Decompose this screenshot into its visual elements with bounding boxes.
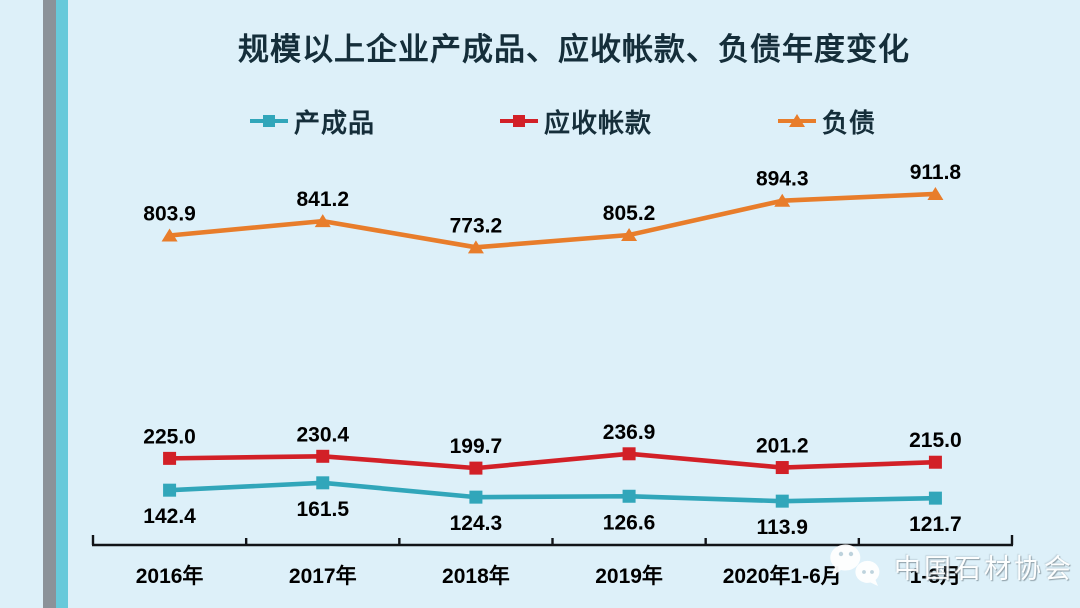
- legend-label: 负债: [822, 108, 877, 138]
- legend-marker-triangle-orange-icon: [778, 114, 816, 128]
- data-label: 841.2: [296, 188, 349, 211]
- data-point-marker: [928, 491, 942, 505]
- data-label: 199.7: [450, 435, 503, 458]
- data-point-marker: [163, 451, 177, 465]
- left-stripe-teal: [56, 0, 68, 608]
- data-label: 124.3: [450, 512, 503, 535]
- x-axis-label: 2020年1-6月: [723, 564, 842, 588]
- data-label: 201.2: [756, 435, 809, 458]
- data-point-marker: [775, 494, 789, 508]
- x-axis-label: 1-8月: [910, 565, 961, 588]
- x-axis-label: 2019年: [595, 564, 663, 588]
- legend-label: 应收帐款: [544, 108, 653, 138]
- data-point-marker: [621, 227, 638, 241]
- data-point-marker: [622, 447, 636, 461]
- legend-label: 产成品: [294, 108, 376, 138]
- data-point-marker: [928, 455, 942, 469]
- legend-item-finished-goods: 产成品: [250, 104, 375, 138]
- data-label: 803.9: [143, 202, 196, 225]
- chart-title: 规模以上企业产成品、应收帐款、负债年度变化: [238, 32, 910, 67]
- data-point-marker: [775, 461, 789, 475]
- x-axis-label: 2018年: [442, 564, 510, 588]
- legend-marker-square-red-icon: [500, 114, 538, 128]
- series-line-0: [169, 480, 936, 504]
- data-point-marker: [622, 489, 636, 503]
- data-label: 126.6: [603, 511, 656, 534]
- data-point-marker: [161, 228, 178, 242]
- data-label: 805.2: [603, 202, 656, 225]
- data-point-marker: [314, 214, 331, 228]
- data-label: 894.3: [756, 168, 809, 191]
- data-point-marker: [316, 449, 330, 463]
- series-line-1: [169, 451, 936, 471]
- data-point-marker: [163, 483, 177, 497]
- data-label: 215.0: [909, 429, 962, 452]
- data-label: 225.0: [143, 425, 196, 448]
- data-label: 113.9: [757, 516, 808, 539]
- data-label: 142.4: [143, 505, 196, 528]
- x-axis-label: 2016年: [136, 564, 204, 588]
- data-label: 773.2: [450, 214, 503, 237]
- series-line-2: [169, 191, 936, 250]
- data-point-marker: [774, 193, 791, 207]
- data-label: 911.8: [910, 161, 962, 184]
- data-point-marker: [927, 186, 944, 200]
- data-point-marker: [467, 240, 484, 254]
- legend-item-receivables: 应收帐款: [500, 104, 652, 138]
- x-axis-label: 2017年: [289, 564, 357, 588]
- data-label: 236.9: [603, 421, 656, 444]
- legend-item-liabilities: 负债: [778, 104, 876, 138]
- data-point-marker: [469, 490, 483, 504]
- left-stripe-gray: [43, 0, 56, 608]
- data-label: 161.5: [296, 498, 349, 521]
- data-point-marker: [316, 476, 330, 490]
- data-label: 230.4: [296, 423, 349, 446]
- data-label: 121.7: [909, 513, 962, 536]
- data-point-marker: [469, 461, 483, 475]
- legend-marker-square-teal-icon: [250, 114, 288, 128]
